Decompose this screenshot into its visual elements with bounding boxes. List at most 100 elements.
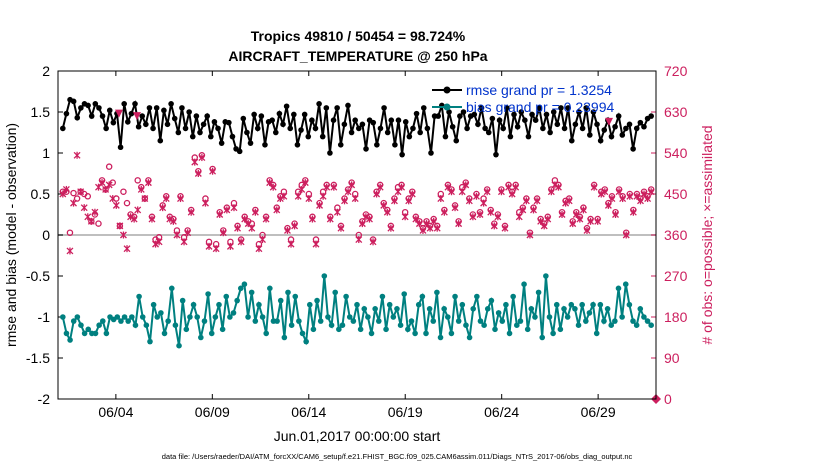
bias-point <box>561 306 567 312</box>
rmse-point <box>615 113 622 119</box>
bias-point <box>368 330 375 337</box>
obs-assimilated-point <box>177 195 184 203</box>
obs-assimilated-point <box>376 183 384 191</box>
bias-point <box>452 293 458 300</box>
obs-assimilated-point <box>209 167 217 175</box>
rmse-point <box>630 146 636 152</box>
bias-point <box>546 314 553 320</box>
bias-point <box>70 318 77 324</box>
obs-assimilated-point <box>251 208 259 216</box>
bias-point <box>637 306 644 312</box>
obs-assimilated-point <box>508 190 516 198</box>
obs-assimilated-point <box>219 229 227 237</box>
rmse-point <box>406 133 413 140</box>
obs-assimilated-point <box>558 211 566 218</box>
bias-point <box>630 318 636 324</box>
obs-assimilated-point <box>408 190 416 198</box>
obs-assimilated-point <box>612 211 619 218</box>
rmse-point <box>121 101 127 107</box>
bias-point <box>179 297 186 304</box>
rmse-point <box>251 111 257 118</box>
bias-point <box>346 314 353 320</box>
rmse-point <box>254 125 261 132</box>
bias-point <box>441 306 447 312</box>
bias-point <box>463 322 469 329</box>
obs-assimilated-point <box>480 199 488 207</box>
obs-assimilated-point <box>294 192 302 200</box>
obs-assimilated-point <box>401 213 409 221</box>
bias-point <box>198 334 204 341</box>
bias-point <box>139 314 146 320</box>
bias-point <box>532 314 538 320</box>
bias-point <box>644 318 651 324</box>
obs-assimilated-point <box>162 195 170 203</box>
obs-possible-point <box>105 163 113 170</box>
obs-assimilated-point <box>248 224 256 232</box>
rmse-point <box>161 107 167 114</box>
bias-point <box>517 318 524 324</box>
bias-point <box>528 306 535 312</box>
obs-possible-point <box>134 177 141 184</box>
x-tick-label: 06/14 <box>291 404 326 420</box>
bias-point <box>379 293 386 300</box>
obs-assimilated-point <box>80 204 88 212</box>
rmse-point <box>424 125 431 132</box>
bias-point <box>597 301 604 308</box>
obs-assimilated-point <box>590 183 598 191</box>
bias-point <box>514 322 520 329</box>
bias-point <box>434 289 440 296</box>
obs-assimilated-point <box>169 217 177 225</box>
bias-point <box>641 314 647 320</box>
rmse-point <box>442 133 449 140</box>
obs-assimilated-point <box>166 215 174 223</box>
obs-assimilated-point <box>483 188 491 196</box>
rmse-point <box>384 129 391 136</box>
rmse-point <box>348 129 355 136</box>
obs-assimilated-point <box>533 197 541 205</box>
obs-assimilated-point <box>66 247 74 255</box>
rmse-point <box>85 102 91 109</box>
obs-assimilated-point <box>301 179 309 187</box>
obs-assimilated-point <box>426 224 434 232</box>
obs-assimilated-point <box>358 220 366 228</box>
rmse-point <box>522 117 528 123</box>
bias-point <box>118 318 124 324</box>
rmse-point <box>410 125 416 132</box>
rmse-point <box>99 113 106 119</box>
rmse-point <box>597 137 604 144</box>
rmse-point <box>612 123 618 130</box>
bias-point <box>74 314 81 320</box>
obs-assimilated-point <box>226 242 234 250</box>
data-file-footer: data file: /Users/raeder/DAI/ATM_forcXX/… <box>162 452 633 461</box>
bias-point <box>332 289 339 296</box>
rmse-point <box>648 113 654 119</box>
bias-point <box>248 289 255 296</box>
rmse-point <box>626 121 633 128</box>
rmse-highlight-marker <box>133 112 141 121</box>
obs-assimilated-point <box>119 231 127 239</box>
bias-point <box>274 318 280 324</box>
rmse-point <box>305 133 312 140</box>
obs-assimilated-point <box>362 213 370 221</box>
obs-assimilated-point <box>562 199 570 207</box>
bias-point <box>216 301 222 308</box>
obs-assimilated-point <box>448 188 455 196</box>
bias-point <box>401 291 408 297</box>
rmse-point <box>240 115 247 122</box>
bias-point <box>158 310 164 316</box>
obs-assimilated-point <box>622 231 630 239</box>
y-left-tick-label: -1 <box>38 309 51 325</box>
rmse-point <box>370 119 377 126</box>
rmse-point <box>637 119 644 126</box>
bias-point <box>397 322 404 329</box>
rmse-point <box>511 111 517 118</box>
rmse-point <box>536 105 543 111</box>
rmse-point <box>576 109 582 115</box>
obs-assimilated-point <box>640 190 648 198</box>
obs-assimilated-point <box>633 192 641 200</box>
obs-assimilated-point <box>490 222 498 230</box>
rmse-point <box>550 109 557 115</box>
y-right-tick-label: 360 <box>664 227 688 243</box>
obs-assimilated-point <box>330 183 338 191</box>
legend-rmse-label: rmse grand pr = 1.3254 <box>466 82 612 98</box>
